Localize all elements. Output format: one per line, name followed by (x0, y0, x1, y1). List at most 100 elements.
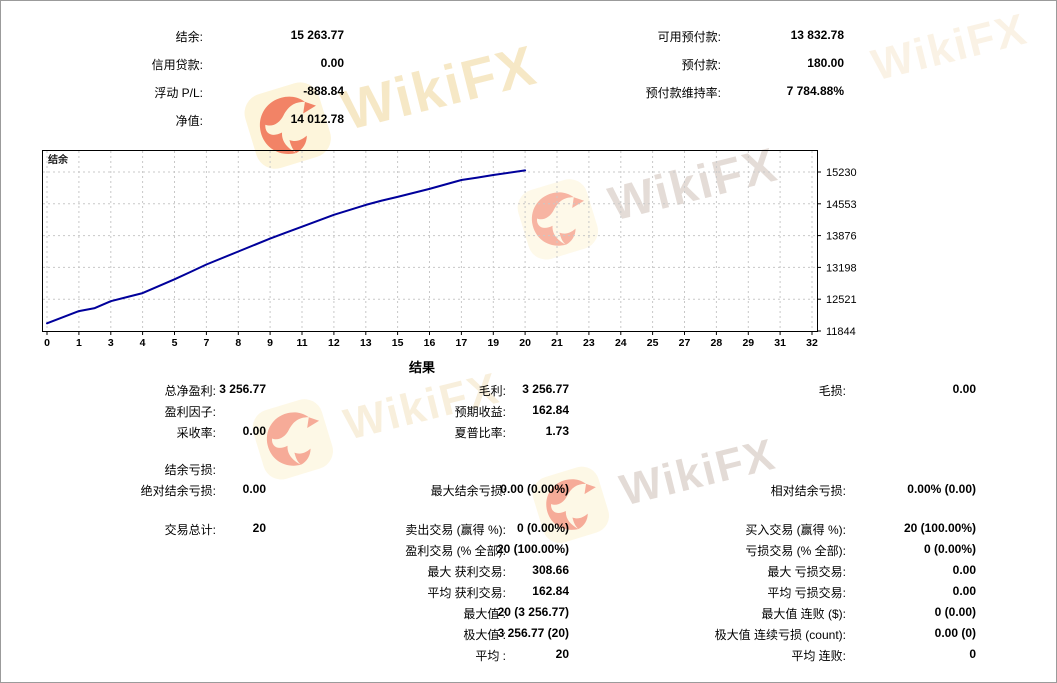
result-value: 0.00 (952, 382, 976, 396)
svg-text:11844: 11844 (826, 326, 856, 338)
result-label: 结余亏损: (164, 463, 216, 477)
svg-text:13198: 13198 (826, 262, 857, 274)
result-label: 毛利: (478, 384, 506, 398)
result-value: 0.00 (0) (934, 626, 976, 640)
floating-pl-label: 浮动 P/L: (154, 86, 203, 100)
svg-text:25: 25 (647, 337, 659, 349)
svg-text:7: 7 (203, 337, 209, 349)
svg-text:5: 5 (172, 337, 178, 349)
result-value: 308.66 (532, 563, 569, 577)
svg-text:9: 9 (267, 337, 273, 349)
result-value: 20 (252, 521, 266, 535)
result-label: 盈利交易 (% 全部): (405, 544, 506, 558)
result-label: 平均 连败: (791, 649, 846, 663)
margin-label: 预付款: (681, 58, 721, 72)
result-label: 交易总计: (164, 523, 216, 537)
margin-value: 180.00 (807, 56, 844, 70)
result-value: 0.00 (952, 563, 976, 577)
result-label: 极大值 连续亏损 (count): (714, 628, 846, 642)
svg-text:17: 17 (456, 337, 468, 349)
result-label: 亏损交易 (% 全部): (745, 544, 846, 558)
svg-text:11: 11 (296, 337, 307, 349)
svg-text:13: 13 (360, 337, 372, 349)
result-value: 0.00 (242, 424, 266, 438)
result-label: 夏普比率: (454, 426, 506, 440)
results-title: 结果 (408, 360, 435, 375)
result-label: 预期收益: (454, 405, 506, 419)
balance-value: 15 263.77 (290, 28, 344, 42)
result-value: 20 (555, 647, 569, 661)
equity-value: 14 012.78 (290, 112, 344, 126)
svg-text:15: 15 (392, 337, 404, 349)
result-value: 3 256.77 (20) (497, 626, 569, 640)
result-value: 162.84 (532, 584, 569, 598)
result-label: 采收率: (176, 426, 216, 440)
svg-text:29: 29 (742, 337, 754, 349)
result-value: 3 256.77 (219, 382, 266, 396)
result-label: 平均 : (475, 649, 506, 663)
result-value: 20 (100.00%) (496, 542, 569, 556)
free-margin-value: 13 832.78 (790, 28, 844, 42)
result-label: 最大 亏损交易: (767, 565, 846, 579)
result-label: 毛损: (818, 384, 846, 398)
svg-text:3: 3 (108, 337, 114, 349)
result-value: 0.00 (242, 482, 266, 496)
result-value: 3 256.77 (522, 382, 569, 396)
result-label: 平均 获利交易: (427, 586, 506, 600)
result-value: 162.84 (532, 403, 569, 417)
result-label: 平均 亏损交易: (767, 586, 846, 600)
result-value: 0 (0.00%) (923, 542, 976, 556)
result-label: 最大值 连败 ($): (761, 607, 846, 621)
svg-text:31: 31 (774, 337, 786, 349)
svg-text:15230: 15230 (826, 167, 857, 179)
svg-text:1: 1 (76, 337, 82, 349)
svg-text:20: 20 (519, 337, 531, 349)
svg-text:14553: 14553 (826, 199, 857, 211)
svg-text:0: 0 (44, 337, 50, 349)
result-value: 1.73 (545, 424, 569, 438)
result-value: 0.00% (0.00) (907, 482, 976, 496)
svg-text:8: 8 (235, 337, 241, 349)
svg-text:4: 4 (140, 337, 146, 349)
result-label: 绝对结余亏损: (140, 484, 216, 498)
credit-value: 0.00 (320, 56, 344, 70)
svg-text:28: 28 (711, 337, 723, 349)
svg-text:19: 19 (487, 337, 499, 349)
result-label: 买入交易 (赢得 %): (745, 523, 846, 537)
margin-level-value: 7 784.88% (786, 84, 844, 98)
result-label: 极大值 : (463, 628, 506, 642)
result-value: 0 (0.00) (934, 605, 976, 619)
svg-text:12521: 12521 (826, 294, 857, 306)
result-value: 20 (100.00%) (903, 521, 976, 535)
result-label: 相对结余亏损: (770, 484, 846, 498)
result-label: 总净盈利: (164, 384, 216, 398)
free-margin-label: 可用预付款: (657, 30, 721, 44)
svg-text:12: 12 (328, 337, 340, 349)
result-value: 20 (3 256.77) (497, 605, 569, 619)
svg-text:24: 24 (615, 337, 627, 349)
svg-text:13876: 13876 (826, 231, 857, 243)
floating-pl-value: -888.84 (303, 84, 344, 98)
result-label: 最大结余亏损: (430, 484, 506, 498)
chart-title: 结余 (48, 153, 69, 166)
svg-text:23: 23 (583, 337, 595, 349)
svg-text:16: 16 (424, 337, 436, 349)
credit-label: 信用贷款: (151, 58, 203, 72)
result-label: 最大 获利交易: (427, 565, 506, 579)
result-label: 最大值 : (463, 607, 506, 621)
result-value: 0.00 (0.00%) (500, 482, 569, 496)
equity-label: 净值: (175, 114, 203, 128)
result-value: 0 (0.00%) (516, 521, 569, 535)
result-label: 卖出交易 (赢得 %): (405, 523, 506, 537)
balance-label: 结余: (175, 30, 203, 44)
margin-level-label: 预付款维持率: (645, 86, 721, 100)
result-label: 盈利因子: (164, 405, 216, 419)
svg-text:21: 21 (551, 337, 563, 349)
result-value: 0.00 (952, 584, 976, 598)
svg-text:27: 27 (679, 337, 691, 349)
result-value: 0 (969, 647, 976, 661)
svg-text:32: 32 (806, 337, 818, 349)
balance-chart: 0 1 3 4 5 7 8 9 11 12 13 15 16 17 19 20 21 23 24 25 27 28 29 31… (42, 150, 857, 349)
